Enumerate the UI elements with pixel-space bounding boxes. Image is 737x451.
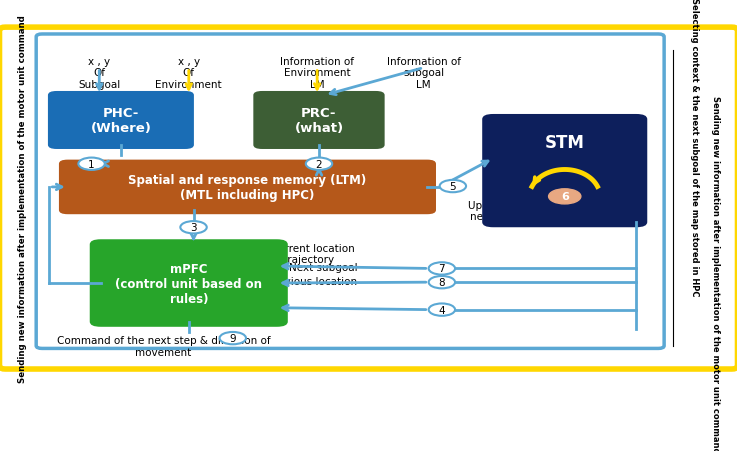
Circle shape [548,189,581,204]
FancyBboxPatch shape [254,92,385,150]
FancyBboxPatch shape [59,160,436,215]
Text: 2: 2 [315,159,322,170]
Text: x , y
Of
Subgoal: x , y Of Subgoal [78,56,120,90]
Text: Command of the next step & direction of
movement: Command of the next step & direction of … [57,336,270,357]
Circle shape [78,158,105,170]
Text: 8: 8 [439,277,445,288]
Text: Sending  current location
& local trajectory: Sending current location & local traject… [223,243,354,265]
Text: Information of
subgoal
LM: Information of subgoal LM [386,56,461,90]
Text: Previous location: Previous location [268,276,357,286]
Circle shape [429,304,455,316]
FancyBboxPatch shape [48,92,194,150]
Circle shape [429,262,455,275]
Text: Sending new information after implementation of the motor unit command: Sending new information after implementa… [711,96,720,451]
Circle shape [181,221,207,234]
Text: mPFC
(control unit based on
rules): mPFC (control unit based on rules) [115,262,262,305]
Text: 5: 5 [450,182,456,192]
Text: 7: 7 [439,264,445,274]
Circle shape [440,180,466,193]
Text: Uploading the
next subgoal: Uploading the next subgoal [467,200,541,222]
Text: Selecting context & the next subgoal of the map stored in HPC: Selecting context & the next subgoal of … [691,0,699,296]
Text: Information of
Environment
LM: Information of Environment LM [280,56,354,90]
Text: 6: 6 [561,192,569,202]
Text: 1: 1 [88,159,95,170]
Circle shape [220,332,246,345]
Circle shape [429,276,455,289]
Text: 4: 4 [439,305,445,315]
Text: Next subgoal: Next subgoal [289,263,357,273]
Text: x , y
Of
Environment: x , y Of Environment [156,56,222,90]
Text: PRC-
(what): PRC- (what) [294,107,343,135]
Text: Spatial and response memory (LTM)
(MTL including HPC): Spatial and response memory (LTM) (MTL i… [128,174,366,202]
FancyBboxPatch shape [482,115,647,228]
Circle shape [306,158,332,170]
FancyBboxPatch shape [0,28,737,369]
Text: STM: STM [545,133,584,152]
Text: PHC-
(Where): PHC- (Where) [91,107,151,135]
Text: Sending new information after implementation of the motor unit command: Sending new information after implementa… [18,15,27,382]
Text: 3: 3 [190,223,197,233]
FancyBboxPatch shape [90,240,288,327]
Text: 9: 9 [229,333,236,343]
